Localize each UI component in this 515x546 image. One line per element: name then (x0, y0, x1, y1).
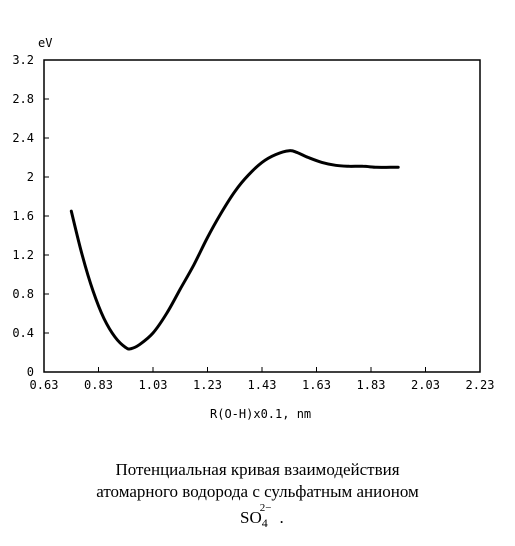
caption-line-2: атомарного водорода с сульфатным анионом (96, 482, 419, 501)
x-tick-label: 1.63 (302, 378, 331, 392)
y-tick-label: 0.4 (12, 326, 34, 340)
y-tick-label: 1.2 (12, 248, 34, 262)
y-tick-label: 1.6 (12, 209, 34, 223)
x-tick-label: 0.83 (84, 378, 113, 392)
potential-curve-chart: 0.63 0.83 1.03 1.23 1.43 1.63 1.83 2.03 2.23 00.… (12, 36, 495, 421)
formula-end: . (279, 508, 284, 527)
x-tick-label: 2.03 (411, 378, 440, 392)
x-tick-label: 1.83 (357, 378, 386, 392)
series-layer (69, 149, 400, 351)
sulfate-formula: SO4 2−. (240, 502, 284, 530)
x-tick-label: 0.63 (30, 378, 59, 392)
x-tick-label: 1.43 (248, 378, 277, 392)
potential-energy-curve (69, 149, 400, 351)
chart-axes (43, 59, 481, 373)
x-tick-label: 2.23 (466, 378, 495, 392)
y-tick-label: 2.4 (12, 131, 34, 145)
y-tick-label: 2.8 (12, 92, 34, 106)
y-tick-label: 0.8 (12, 287, 34, 301)
y-tick-label: 0 (27, 365, 34, 379)
caption-line-1: Потенциальная кривая взаимодействия (115, 460, 400, 479)
plot-frame (43, 59, 481, 373)
x-axis-ticks: 0.63 0.83 1.03 1.23 1.43 1.63 1.83 2.03 2.23 (30, 367, 495, 392)
x-tick-label: 1.23 (193, 378, 222, 392)
x-tick-label: 1.03 (139, 378, 168, 392)
y-axis-unit: eV (38, 36, 52, 50)
y-tick-label: 2 (27, 170, 34, 184)
formula-subscript: 4 (261, 516, 268, 530)
y-axis-ticks: 0 0.4 0.8 1.2 1.6 2 2.4 2.8 3.2 (12, 53, 49, 379)
formula-main: SO (240, 508, 262, 527)
y-tick-label: 3.2 (12, 53, 34, 67)
formula-superscript: 2− (259, 502, 272, 514)
x-axis-label: R(O-H)x0.1, nm (210, 407, 311, 421)
